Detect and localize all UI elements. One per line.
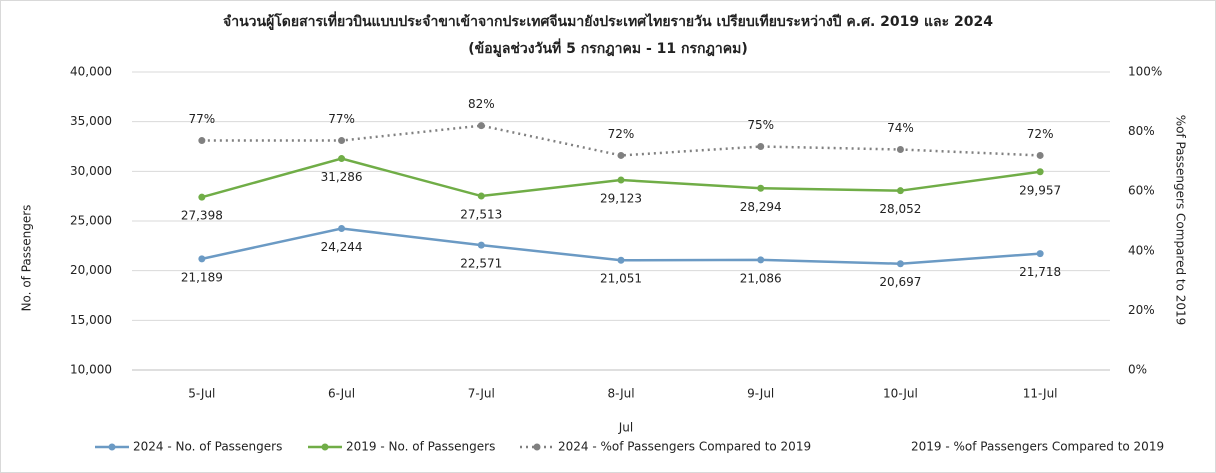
series-point bbox=[477, 192, 485, 200]
data-label: 72% bbox=[1027, 127, 1054, 141]
series-point bbox=[1036, 250, 1044, 258]
y-tick-label: 30,000 bbox=[70, 164, 112, 178]
legend-marker bbox=[321, 443, 329, 451]
series-point bbox=[757, 143, 765, 150]
data-label: 24,244 bbox=[321, 240, 363, 254]
series-point bbox=[198, 137, 206, 145]
y-tick-label: 25,000 bbox=[70, 214, 112, 228]
data-label: 28,294 bbox=[740, 200, 782, 214]
series-point bbox=[198, 193, 206, 201]
data-label: 77% bbox=[189, 112, 216, 126]
x-tick-label: 11-Jul bbox=[1023, 387, 1058, 401]
data-label: 20,697 bbox=[879, 275, 921, 289]
data-label: 21,189 bbox=[181, 270, 223, 284]
series-point bbox=[896, 187, 904, 195]
data-label: 27,513 bbox=[460, 208, 502, 222]
legend-label: 2024 - %of Passengers Compared to 2019 bbox=[558, 440, 811, 454]
y-tick-label: 15,000 bbox=[70, 313, 112, 327]
y2-tick-label: 40% bbox=[1128, 243, 1155, 257]
series-point bbox=[338, 225, 346, 233]
y-tick-label: 40,000 bbox=[70, 65, 112, 79]
x-tick-label: 8-Jul bbox=[607, 387, 634, 401]
series-point bbox=[338, 155, 346, 163]
x-tick-label: 9-Jul bbox=[747, 387, 774, 401]
legend-marker bbox=[533, 443, 541, 451]
series-point bbox=[1036, 151, 1044, 159]
series-point bbox=[757, 256, 765, 264]
legend-label: 2019 - No. of Passengers bbox=[346, 440, 495, 454]
data-label: 21,051 bbox=[600, 272, 642, 286]
y-tick-label: 10,000 bbox=[70, 363, 112, 377]
y2-tick-label: 60% bbox=[1128, 184, 1155, 198]
y-axis-label: No. of Passengers bbox=[20, 205, 34, 312]
data-label: 21,718 bbox=[1019, 265, 1061, 279]
series-point bbox=[896, 260, 904, 268]
y2-tick-label: 80% bbox=[1128, 124, 1155, 138]
series-point bbox=[617, 256, 625, 264]
data-label: 27,398 bbox=[181, 209, 223, 223]
series-point bbox=[198, 255, 206, 263]
series-point bbox=[1036, 168, 1044, 176]
series-point bbox=[617, 176, 625, 184]
series-point bbox=[757, 184, 765, 192]
data-label: 82% bbox=[468, 97, 495, 111]
x-tick-label: 6-Jul bbox=[328, 387, 355, 401]
series-point bbox=[338, 137, 346, 145]
legend-label: 2019 - %of Passengers Compared to 2019 bbox=[911, 440, 1164, 454]
data-label: 77% bbox=[328, 112, 355, 126]
chart-title: จำนวนผู้โดยสารเที่ยวบินแบบประจำขาเข้าจาก… bbox=[223, 11, 993, 30]
chart-subtitle: (ข้อมูลช่วงวันที่ 5 กรกฎาคม - 11 กรกฎาคม… bbox=[468, 38, 748, 57]
data-label: 28,052 bbox=[879, 202, 921, 216]
x-tick-label: 10-Jul bbox=[883, 387, 918, 401]
legend-label: 2024 - No. of Passengers bbox=[133, 440, 282, 454]
data-label: 22,571 bbox=[460, 257, 502, 271]
data-label: 29,957 bbox=[1019, 183, 1061, 197]
series-point bbox=[617, 151, 625, 159]
y2-axis-label: %of Passengers Compared to 2019 bbox=[1174, 115, 1188, 326]
x-tick-label: 5-Jul bbox=[188, 387, 215, 401]
series-point bbox=[477, 122, 485, 130]
y2-tick-label: 20% bbox=[1128, 303, 1155, 317]
series-point bbox=[896, 145, 904, 153]
y2-tick-label: 0% bbox=[1128, 363, 1147, 377]
data-label: 29,123 bbox=[600, 192, 642, 206]
x-tick-label: 7-Jul bbox=[468, 387, 495, 401]
series-point bbox=[477, 241, 485, 249]
legend-marker bbox=[108, 443, 116, 451]
data-label: 74% bbox=[887, 121, 914, 135]
data-label: 21,086 bbox=[740, 271, 782, 285]
data-label: 75% bbox=[747, 118, 774, 132]
x-axis-label: Jul bbox=[618, 421, 633, 435]
y-tick-label: 35,000 bbox=[70, 114, 112, 128]
data-label: 31,286 bbox=[321, 170, 363, 184]
data-label: 72% bbox=[608, 127, 635, 141]
y-tick-label: 20,000 bbox=[70, 263, 112, 277]
y2-tick-label: 100% bbox=[1128, 65, 1162, 79]
